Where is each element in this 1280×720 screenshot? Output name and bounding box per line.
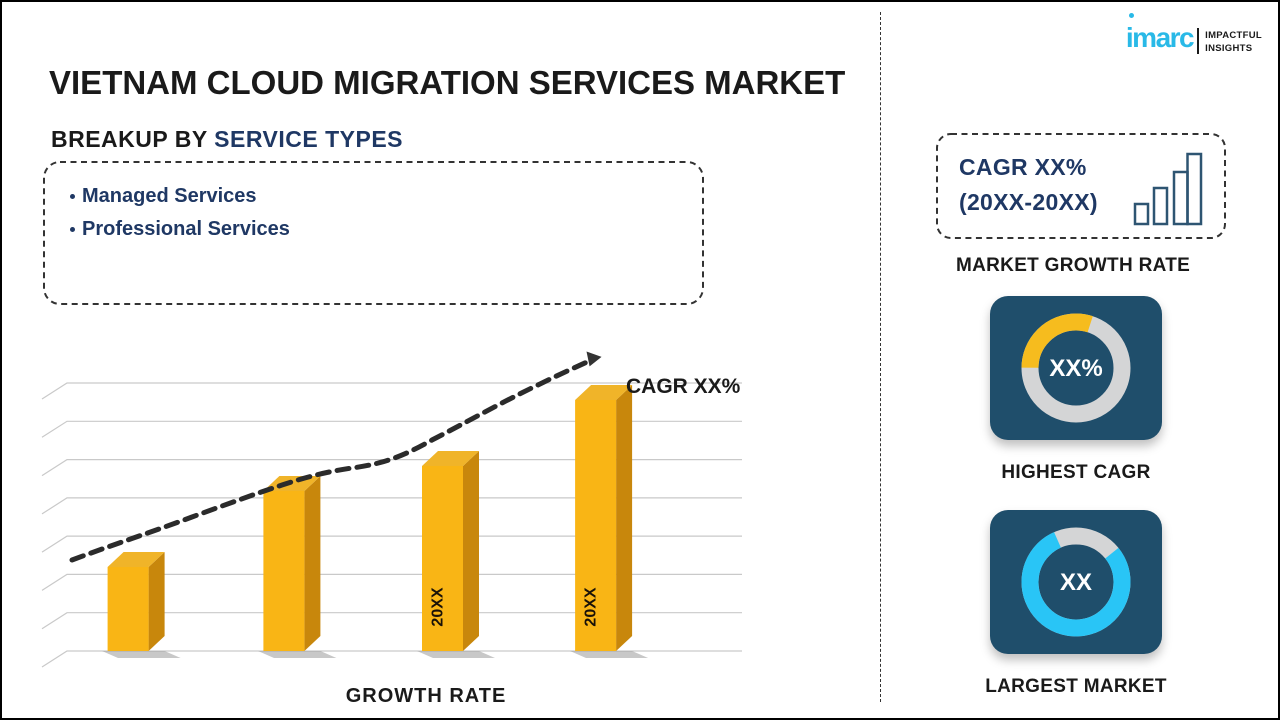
svg-text:20XX: 20XX [583,587,600,626]
svg-text:20XX: 20XX [430,587,447,626]
svg-text:XX: XX [1060,569,1092,596]
svg-text:XX%: XX% [1049,355,1102,382]
